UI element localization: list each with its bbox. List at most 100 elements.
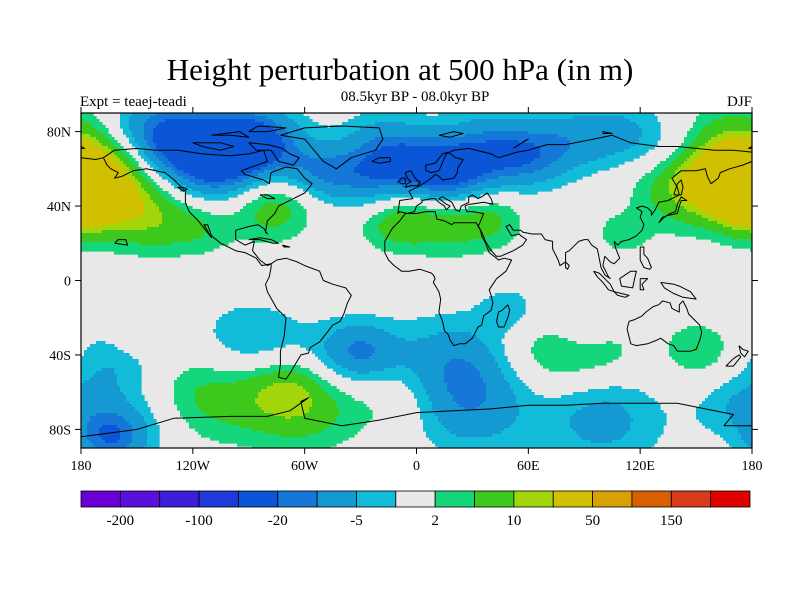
field-cell [447, 128, 451, 132]
field-cell [285, 155, 289, 159]
field-cell [453, 182, 457, 186]
field-cell [501, 119, 505, 123]
field-cell [162, 170, 166, 174]
field-cell [579, 146, 583, 150]
field-cell [684, 152, 688, 156]
field-cell [279, 149, 283, 153]
field-cell [213, 155, 217, 159]
field-cell [168, 179, 172, 183]
field-cell [174, 119, 178, 123]
field-cell [693, 143, 697, 147]
field-cell [513, 149, 517, 153]
field-cell [684, 158, 688, 162]
field-cell [372, 113, 376, 117]
field-cell [444, 176, 448, 180]
field-cell [210, 143, 214, 147]
field-cell [465, 140, 469, 144]
field-cell [399, 140, 403, 144]
field-cell [558, 116, 562, 120]
field-cell [720, 164, 724, 168]
field-cell [414, 113, 418, 117]
field-cell [333, 167, 337, 171]
field-cell [435, 158, 439, 162]
field-cell [720, 176, 724, 180]
field-cell [246, 140, 250, 144]
field-cell [483, 131, 487, 135]
field-cell [474, 116, 478, 120]
field-cell [396, 119, 400, 123]
field-cell [474, 176, 478, 180]
field-cell [525, 176, 529, 180]
field-cell [624, 116, 628, 120]
field-cell [189, 125, 193, 129]
field-cell [180, 137, 184, 141]
field-cell [702, 173, 706, 177]
field-cell [231, 143, 235, 147]
field-cell [639, 125, 643, 129]
field-cell [249, 140, 253, 144]
field-cell [285, 116, 289, 120]
field-cell [474, 167, 478, 171]
field-cell [156, 149, 160, 153]
field-cell [459, 116, 463, 120]
field-cell [558, 146, 562, 150]
field-cell [747, 113, 751, 117]
field-cell [516, 164, 520, 168]
field-cell [234, 179, 238, 183]
field-cell [210, 119, 214, 123]
field-cell [639, 116, 643, 120]
field-cell [168, 119, 172, 123]
field-cell [654, 143, 658, 147]
field-cell [528, 134, 532, 138]
field-cell [375, 179, 379, 183]
field-cell [474, 128, 478, 132]
field-cell [273, 158, 277, 162]
field-cell [315, 140, 319, 144]
field-cell [375, 152, 379, 156]
field-cell [102, 158, 106, 162]
field-cell [138, 119, 142, 123]
field-cell [420, 137, 424, 141]
field-cell [681, 161, 685, 165]
field-cell [108, 182, 112, 186]
field-cell [183, 146, 187, 150]
field-cell [363, 182, 367, 186]
field-cell [447, 176, 451, 180]
field-cell [81, 185, 85, 189]
field-cell [438, 179, 442, 183]
field-cell [246, 143, 250, 147]
field-cell [210, 113, 214, 117]
field-cell [81, 134, 85, 138]
field-cell [423, 170, 427, 174]
field-cell [222, 125, 226, 129]
field-cell [348, 155, 352, 159]
field-cell [504, 161, 508, 165]
field-cell [507, 158, 511, 162]
field-cell [582, 140, 586, 144]
field-cell [585, 167, 589, 171]
field-cell [552, 158, 556, 162]
field-cell [441, 116, 445, 120]
field-cell [276, 173, 280, 177]
field-cell [636, 137, 640, 141]
field-cell [81, 170, 85, 174]
field-cell [240, 179, 244, 183]
field-cell [408, 152, 412, 156]
field-cell [432, 149, 436, 153]
field-cell [117, 182, 121, 186]
field-cell [402, 158, 406, 162]
field-cell [537, 155, 541, 159]
field-cell [606, 140, 610, 144]
field-cell [546, 164, 550, 168]
field-cell [747, 182, 751, 186]
field-cell [141, 119, 145, 123]
field-cell [519, 155, 523, 159]
field-cell [519, 152, 523, 156]
field-cell [348, 122, 352, 126]
field-cell [180, 161, 184, 165]
field-cell [732, 119, 736, 123]
field-cell [396, 113, 400, 117]
field-cell [96, 155, 100, 159]
field-cell [567, 161, 571, 165]
field-cell [312, 140, 316, 144]
